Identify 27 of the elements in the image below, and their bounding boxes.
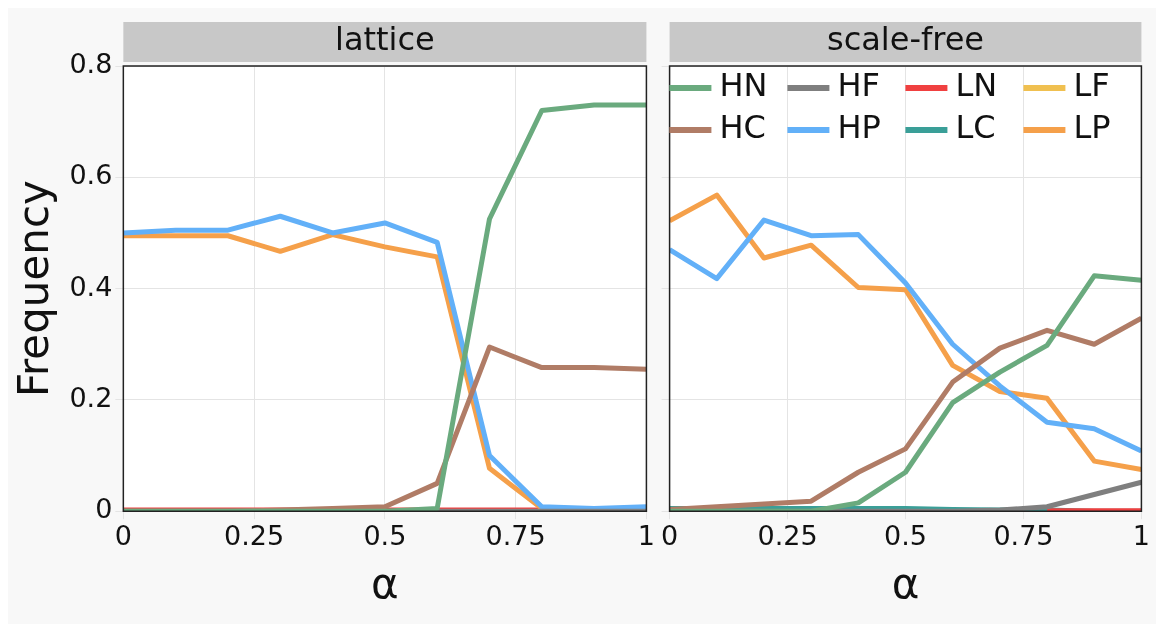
legend-label: LC — [955, 108, 996, 147]
x-tick-label: 1 — [1132, 520, 1150, 552]
legend-label: LF — [1073, 66, 1110, 105]
chart-title: scale-free — [826, 20, 985, 59]
x-tick-label: 0 — [661, 520, 679, 552]
legend-label: LP — [1073, 108, 1111, 147]
x-axis-title: α — [891, 558, 920, 608]
x-tick-label: 0.5 — [363, 520, 407, 552]
x-tick-label: 0.75 — [485, 520, 546, 552]
x-tick-label: 0.25 — [757, 520, 818, 552]
legend-label: HF — [837, 66, 880, 105]
legend-label: HP — [837, 108, 881, 147]
x-tick-label: 0.25 — [224, 520, 285, 552]
y-tick-label: 0.8 — [69, 48, 113, 80]
legend-label: HN — [719, 66, 768, 105]
y-tick-label: 0.6 — [69, 159, 113, 191]
legend-label: HC — [719, 108, 766, 147]
y-tick-label: 0 — [95, 493, 113, 525]
x-tick-label: 1 — [637, 520, 655, 552]
y-tick-label: 0.4 — [69, 270, 113, 302]
x-tick-label: 0.5 — [884, 520, 927, 552]
x-tick-label: 0.75 — [993, 520, 1054, 552]
legend-label: LN — [955, 66, 998, 105]
y-tick-label: 0.2 — [69, 381, 113, 413]
x-axis-title: α — [371, 558, 399, 608]
chart-title: lattice — [334, 20, 435, 59]
y-axis-title: Frequency — [9, 180, 59, 398]
